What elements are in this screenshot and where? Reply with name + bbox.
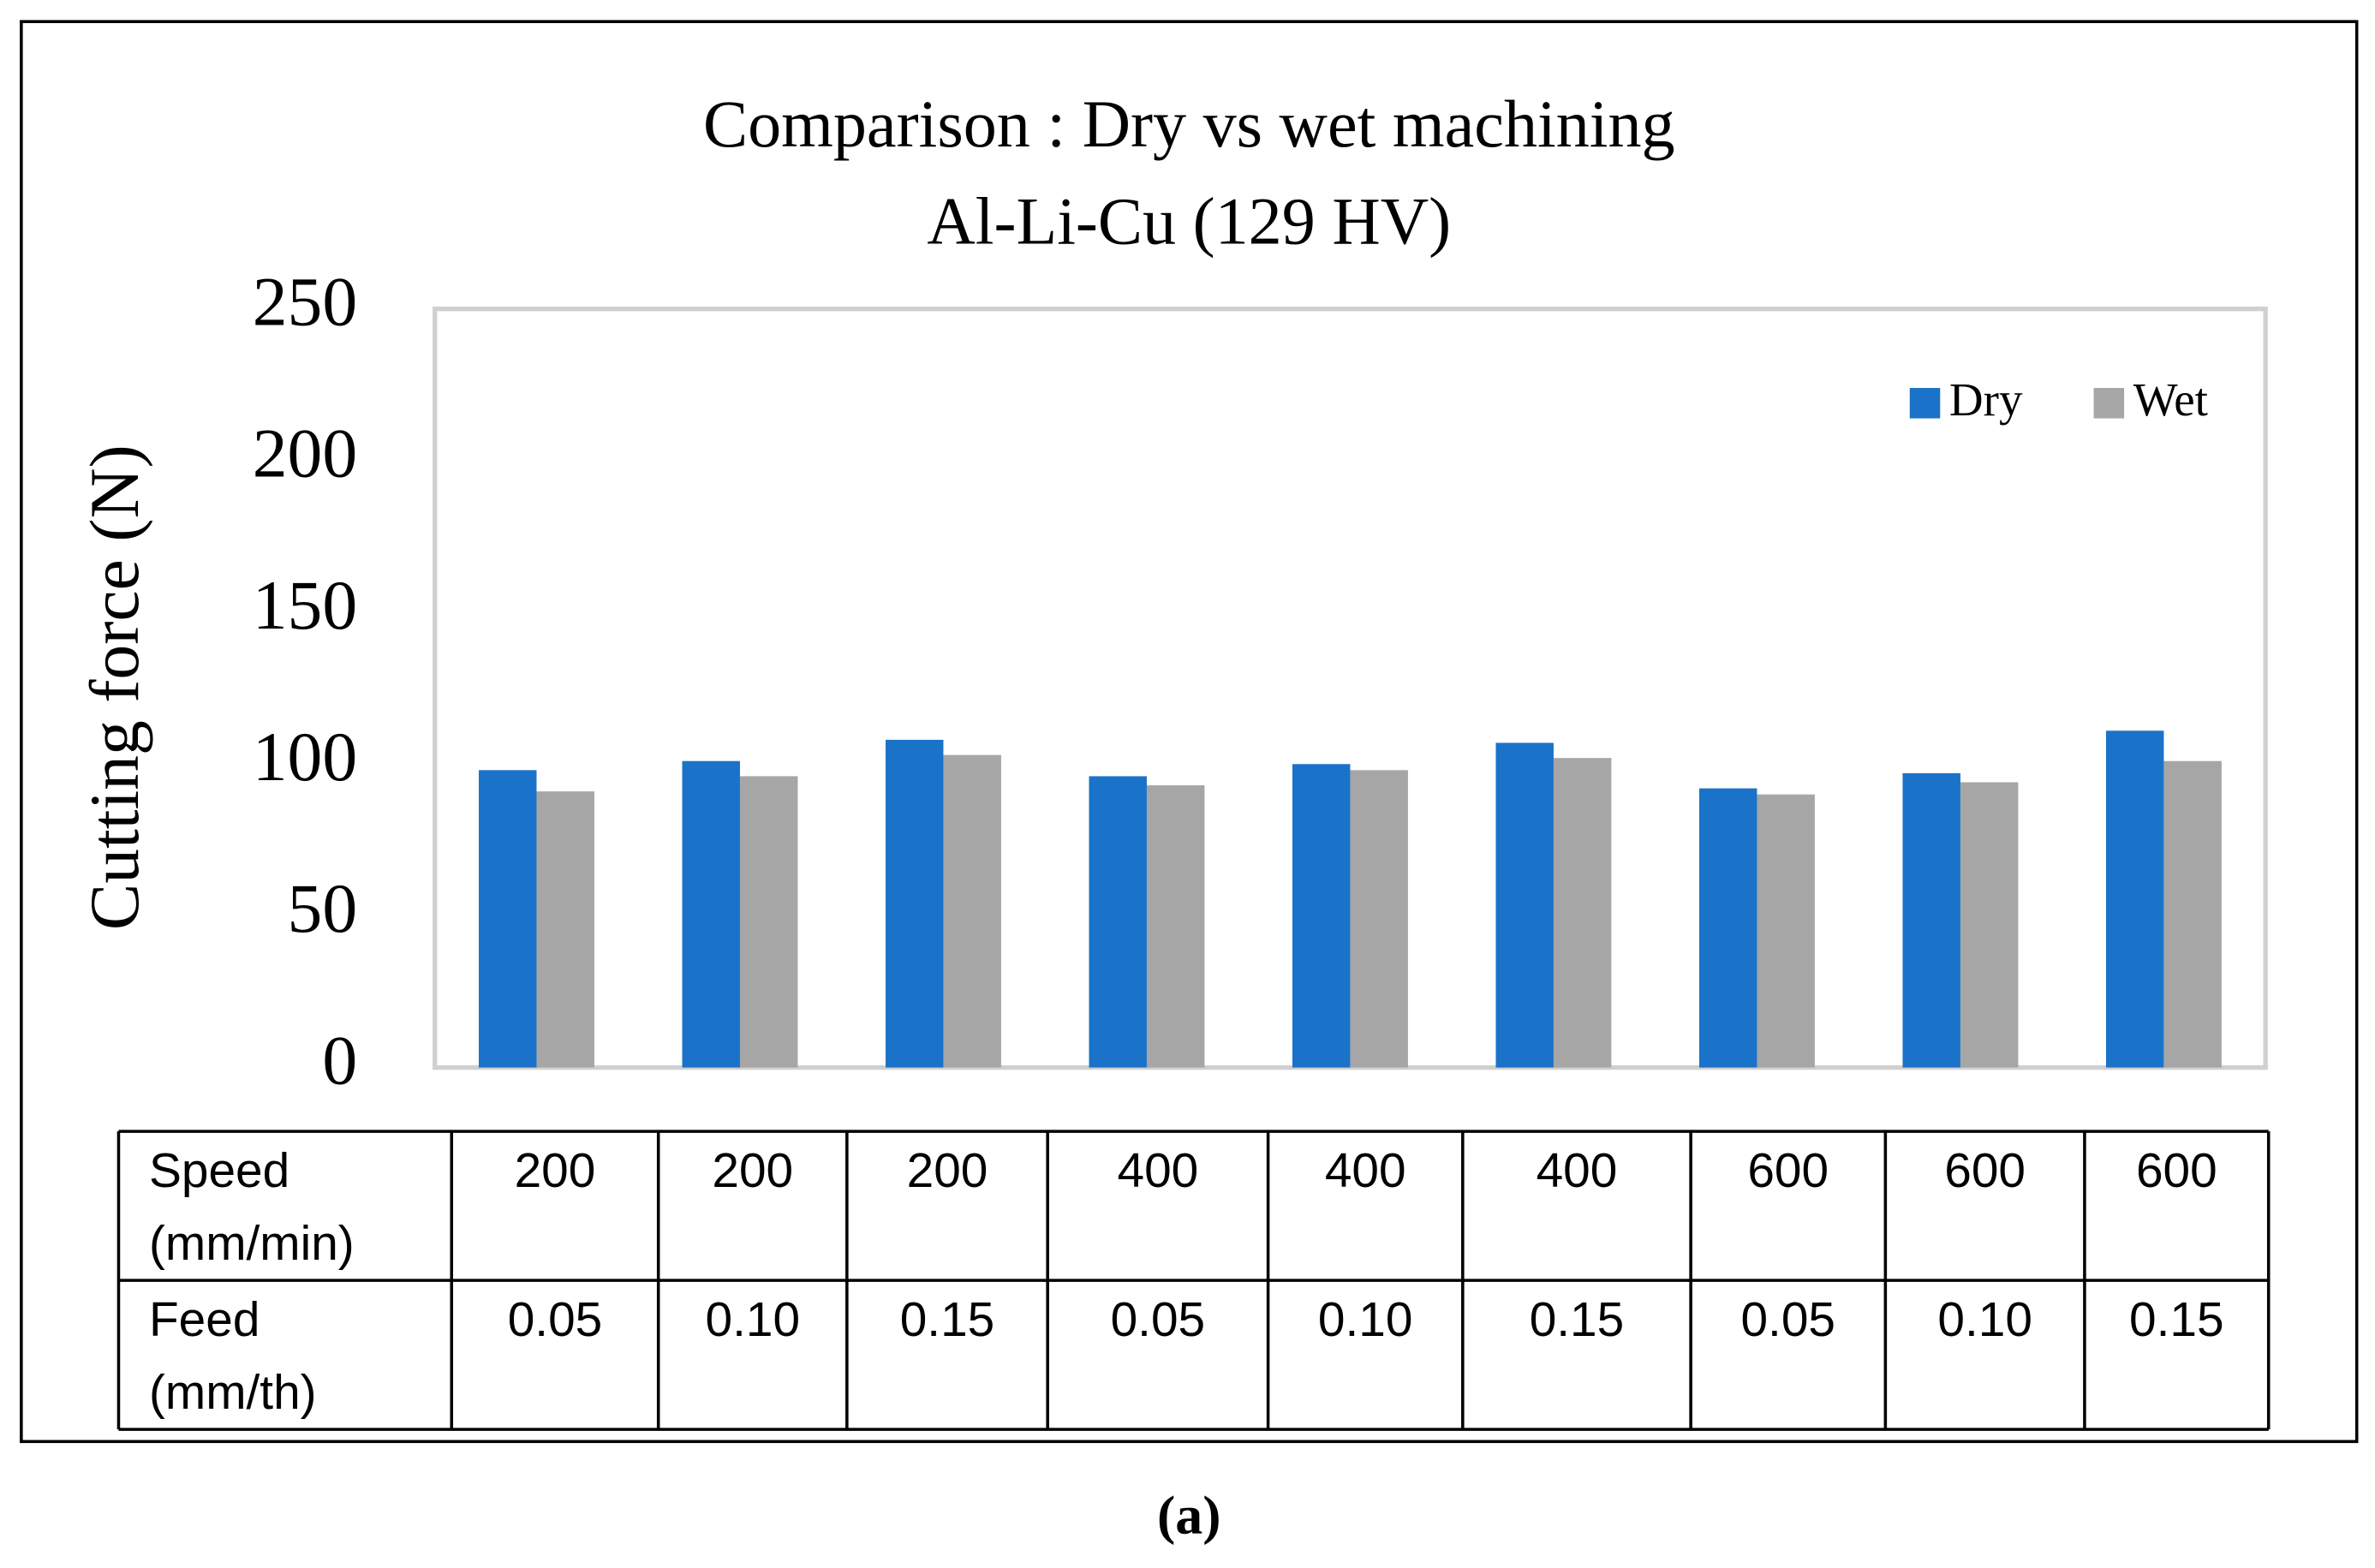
table-cell: 600 xyxy=(1944,1144,2026,1198)
table-cell: 600 xyxy=(1747,1144,1829,1198)
table-cell: 400 xyxy=(1537,1144,1618,1198)
table-cell: 0.05 xyxy=(1111,1293,1206,1347)
table-cell: 200 xyxy=(907,1144,988,1198)
table-cell: 0.15 xyxy=(1530,1293,1625,1347)
bar xyxy=(1350,770,1408,1068)
bar xyxy=(2163,760,2222,1068)
table-cell: 400 xyxy=(1117,1144,1198,1198)
chart-subtitle: Al-Li-Cu (129 HV) xyxy=(927,184,1451,259)
table-cell: 0.05 xyxy=(508,1293,603,1347)
table-cell: 0.10 xyxy=(1937,1293,2032,1347)
table-cell: 0.15 xyxy=(900,1293,995,1347)
y-tick-label: 100 xyxy=(253,718,357,796)
bar xyxy=(1292,764,1351,1068)
bar xyxy=(1089,776,1147,1068)
legend-label: Dry xyxy=(1949,373,2023,426)
table-cell: 200 xyxy=(515,1144,596,1198)
y-tick-label: 200 xyxy=(253,414,357,492)
bar xyxy=(2105,730,2164,1068)
bar xyxy=(536,791,594,1068)
y-tick-label: 250 xyxy=(253,262,357,340)
caption: (a) xyxy=(1157,1484,1221,1545)
legend-label: Wet xyxy=(2133,373,2208,426)
bar xyxy=(1553,758,1612,1068)
table-cell: 400 xyxy=(1325,1144,1406,1198)
legend-swatch xyxy=(2093,388,2125,419)
table-cell: 0.10 xyxy=(1318,1293,1413,1347)
y-tick-label: 50 xyxy=(288,869,358,947)
bar xyxy=(943,754,1001,1068)
chart-title: Comparison : Dry vs wet machining xyxy=(703,86,1675,161)
bar xyxy=(1146,785,1205,1068)
table-cell: 0.15 xyxy=(2129,1293,2224,1347)
bar xyxy=(886,739,944,1068)
bar xyxy=(682,760,740,1068)
y-axis-label: Cutting force (N) xyxy=(75,444,153,930)
table-cell: 0.05 xyxy=(1740,1293,1835,1347)
bar xyxy=(1757,794,1815,1068)
bar xyxy=(739,776,798,1068)
bar xyxy=(479,770,537,1068)
table-row-label: Feed xyxy=(149,1293,260,1347)
bar xyxy=(1902,772,1960,1068)
table-cell: 200 xyxy=(712,1144,793,1198)
bar xyxy=(1495,742,1554,1068)
y-tick-label: 0 xyxy=(322,1021,357,1099)
table-row-label: Speed xyxy=(149,1144,289,1198)
chart-frame xyxy=(20,20,2359,1444)
table-cell: 0.10 xyxy=(705,1293,800,1347)
table-row-label: (mm/min) xyxy=(149,1217,355,1271)
legend-swatch xyxy=(1909,388,1941,419)
table-cell: 600 xyxy=(2136,1144,2217,1198)
bar xyxy=(1698,788,1757,1068)
y-tick-label: 150 xyxy=(253,566,357,644)
table-row-label: (mm/th) xyxy=(149,1366,317,1420)
bar xyxy=(1960,782,2019,1068)
